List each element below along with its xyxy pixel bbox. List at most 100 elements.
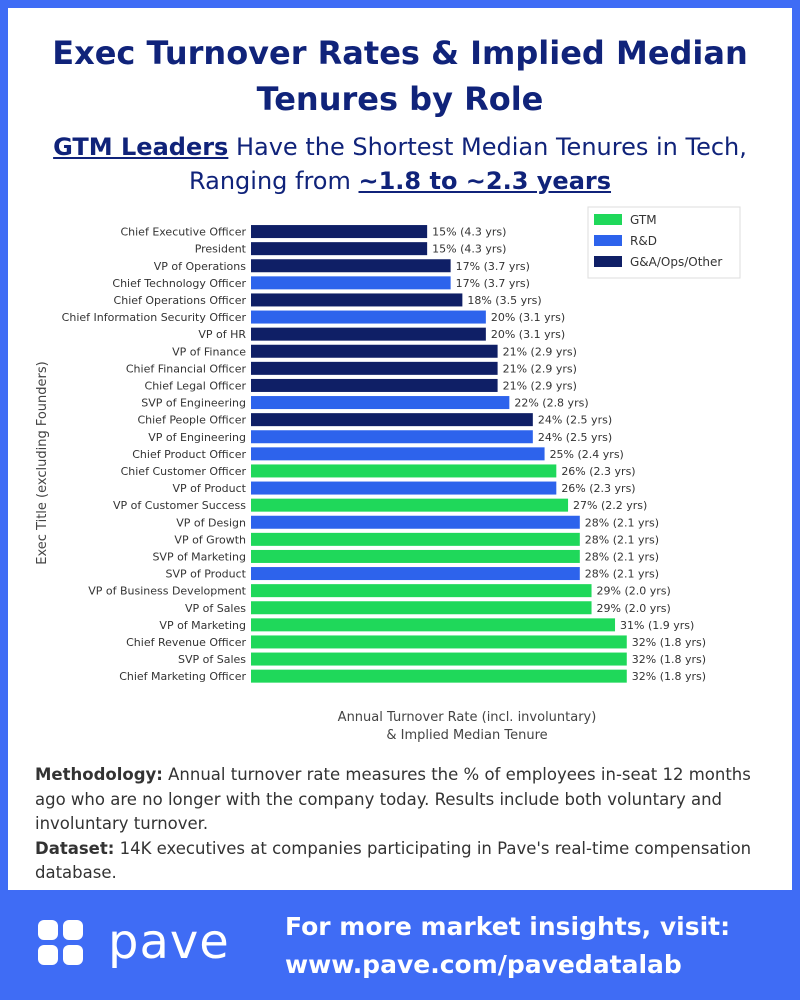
bar-category-label: Chief Customer Officer	[121, 465, 247, 478]
methodology-label: Methodology:	[35, 765, 163, 784]
bar-value-label: 26% (2.3 yrs)	[561, 465, 635, 478]
bar-value-label: 17% (3.7 yrs)	[456, 260, 530, 273]
bar	[251, 515, 580, 529]
bar	[251, 549, 580, 563]
bar-category-label: Chief Legal Officer	[145, 379, 247, 392]
bar-value-label: 15% (4.3 yrs)	[432, 243, 506, 256]
bar-value-label: 22% (2.8 yrs)	[514, 397, 588, 410]
bar-value-label: 24% (2.5 yrs)	[538, 431, 612, 444]
bar	[251, 413, 533, 427]
methodology-paragraph: Methodology: Annual turnover rate measur…	[35, 763, 765, 837]
bar	[251, 652, 627, 666]
bars-layer: Chief Executive Officer 15% (4.3 yrs) Pres…	[62, 225, 706, 683]
bar-value-label: 28% (2.1 yrs)	[585, 533, 659, 546]
bar	[251, 310, 486, 324]
bar-category-label: SVP of Product	[165, 568, 246, 581]
bar-category-label: Chief Product Officer	[132, 448, 246, 461]
bar-value-label: 24% (2.5 yrs)	[538, 414, 612, 427]
footer-cta-link[interactable]: www.pave.com/pavedatalab	[285, 950, 682, 979]
bar-category-label: VP of Marketing	[159, 619, 246, 632]
bar	[251, 276, 451, 290]
bar	[251, 378, 498, 392]
bar-category-label: VP of Business Development	[88, 585, 246, 598]
bar-value-label: 28% (2.1 yrs)	[585, 516, 659, 529]
bar-chart: Chief Executive Officer 15% (4.3 yrs) Pres…	[35, 206, 741, 743]
bar-category-label: VP of Design	[176, 516, 246, 529]
bar-value-label: 32% (1.8 yrs)	[632, 636, 706, 649]
bar	[251, 584, 592, 598]
footer-cta-line1: For more market insights, visit:	[285, 912, 731, 941]
bar-value-label: 32% (1.8 yrs)	[632, 653, 706, 666]
bar	[251, 601, 592, 615]
bar	[251, 464, 557, 478]
methodology-note: Methodology: Annual turnover rate measur…	[35, 763, 765, 886]
bar-category-label: Chief People Officer	[137, 414, 246, 427]
bar-value-label: 29% (2.0 yrs)	[597, 585, 671, 598]
y-axis-label: Exec Title (excluding Founders)	[35, 361, 50, 564]
bar-value-label: 28% (2.1 yrs)	[585, 568, 659, 581]
pave-logo-icon	[38, 920, 83, 965]
page-title: Exec Turnover Rates & Implied Median Ten…	[52, 34, 748, 118]
bar	[251, 396, 510, 410]
bar	[251, 567, 580, 581]
bar	[251, 327, 486, 341]
bar-category-label: Chief Marketing Officer	[119, 670, 246, 683]
bar-category-label: Chief Financial Officer	[126, 362, 247, 375]
bar	[251, 259, 451, 273]
bar-value-label: 32% (1.8 yrs)	[632, 670, 706, 683]
bar-category-label: SVP of Marketing	[152, 550, 246, 563]
legend-swatch	[594, 256, 622, 267]
bar-category-label: SVP of Sales	[178, 653, 246, 666]
bar-category-label: VP of Growth	[174, 533, 246, 546]
footer-cta: For more market insights, visit: www.pav…	[285, 908, 785, 984]
legend-label: GTM	[630, 213, 657, 227]
bar-category-label: President	[195, 243, 247, 256]
legend-label: R&D	[630, 234, 657, 248]
bar-value-label: 25% (2.4 yrs)	[550, 448, 624, 461]
bar-value-label: 28% (2.1 yrs)	[585, 550, 659, 563]
bar-category-label: VP of Sales	[185, 602, 246, 615]
subtitle-highlight: GTM Leaders	[53, 133, 229, 161]
bar-category-label: VP of Operations	[154, 260, 246, 273]
bar	[251, 242, 428, 256]
bar-category-label: VP of Product	[172, 482, 246, 495]
bar	[251, 618, 616, 632]
infographic-card: Exec Turnover Rates & Implied Median Ten…	[8, 8, 792, 890]
bar	[251, 361, 498, 375]
bar	[251, 635, 627, 649]
bar-value-label: 15% (4.3 yrs)	[432, 226, 506, 239]
dataset-text: 14K executives at companies participatin…	[35, 838, 752, 883]
bar	[251, 344, 498, 358]
subtitle-text: Have the Shortest Median Tenures in Tech…	[188, 133, 747, 195]
bar	[251, 225, 428, 239]
pave-logo-wordmark: pave	[108, 914, 230, 970]
bar	[251, 669, 627, 683]
methodology-text: Annual turnover rate measures the % of e…	[35, 765, 751, 833]
dataset-label: Dataset:	[35, 838, 115, 858]
legend-label: G&A/Ops/Other	[630, 255, 722, 269]
bar-category-label: Chief Executive Officer	[120, 226, 246, 239]
bar-category-label: Chief Technology Officer	[112, 277, 246, 290]
bar-category-label: Chief Information Security Officer	[62, 311, 247, 324]
bar	[251, 481, 557, 495]
legend-swatch	[594, 235, 622, 246]
legend-items: GTM R&D G&A/Ops/Other	[594, 213, 722, 269]
x-axis-label-line2: & Implied Median Tenure	[386, 728, 547, 743]
dataset-paragraph: Dataset: 14K executives at companies par…	[35, 837, 765, 886]
x-axis-label-line1: Annual Turnover Rate (incl. involuntary)	[338, 710, 597, 725]
bar-value-label: 18% (3.5 yrs)	[467, 294, 541, 307]
bar-category-label: VP of Finance	[172, 345, 246, 358]
bar-value-label: 21% (2.9 yrs)	[503, 379, 577, 392]
bar-value-label: 20% (3.1 yrs)	[491, 328, 565, 341]
bar	[251, 293, 463, 307]
bar-category-label: VP of Engineering	[148, 431, 246, 444]
bar	[251, 532, 580, 546]
bar	[251, 430, 533, 444]
bar-category-label: SVP of Engineering	[141, 397, 246, 410]
bar-category-label: Chief Revenue Officer	[126, 636, 246, 649]
bar-category-label: VP of HR	[198, 328, 246, 341]
bar-value-label: 26% (2.3 yrs)	[561, 482, 635, 495]
bar-value-label: 31% (1.9 yrs)	[620, 619, 694, 632]
bar-category-label: Chief Operations Officer	[114, 294, 247, 307]
legend-swatch	[594, 214, 622, 225]
